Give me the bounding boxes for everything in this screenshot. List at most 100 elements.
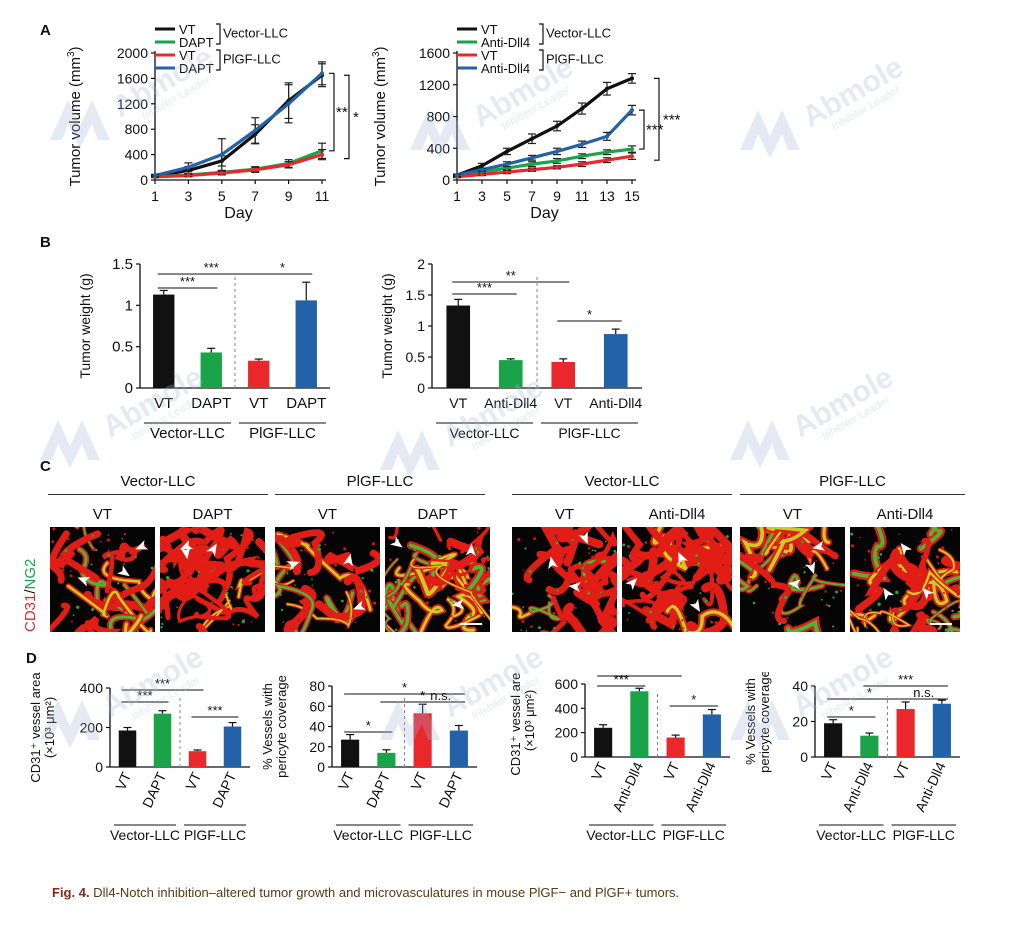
significance-label: ***	[204, 260, 219, 275]
speckle	[587, 546, 591, 550]
panel-c-group-3: Vector-LLC	[584, 473, 660, 490]
speckle	[574, 606, 577, 609]
speckle	[647, 579, 650, 582]
speckle	[856, 584, 859, 587]
speckle	[413, 586, 416, 589]
speckle	[704, 568, 708, 571]
category-label: VT	[249, 395, 268, 412]
arrowhead-icon	[77, 577, 91, 587]
speckle	[476, 531, 479, 534]
tumor-volume-chart-dapt: 0 400 800 1200 1600 2000 1 3 5 7 9 11 Day Tumor volum…	[66, 22, 359, 222]
speckle	[282, 621, 285, 623]
legend-bracket	[539, 23, 544, 45]
speckle	[672, 625, 675, 628]
panel-c-label-6: Anti-Dll4	[648, 506, 706, 523]
category-label: Anti-Dll4	[682, 759, 719, 814]
data-point	[253, 167, 258, 172]
bar-2	[666, 737, 685, 757]
y-axis-label-end: )	[67, 46, 84, 51]
speckle	[945, 607, 948, 610]
speckle	[649, 610, 653, 614]
speckle	[685, 615, 687, 617]
category-label: Anti-Dll4	[589, 395, 642, 411]
pericyte	[385, 558, 398, 632]
speckle	[553, 626, 556, 630]
bar-2	[413, 713, 432, 767]
speckle	[876, 550, 880, 554]
significance-label: **	[506, 268, 516, 283]
category-label: Anti-Dll4	[484, 395, 537, 411]
speckle	[555, 541, 559, 545]
vessel	[223, 527, 254, 590]
speckle	[823, 569, 826, 572]
category-label: Anti-Dll4	[912, 759, 949, 814]
speckle	[285, 568, 288, 572]
pericyte	[512, 605, 534, 619]
y-tick-label: 0	[125, 380, 133, 397]
bar-1	[153, 713, 172, 767]
vessel	[118, 542, 146, 561]
speckle	[850, 544, 855, 548]
speckle	[587, 529, 591, 533]
speckle	[230, 559, 232, 561]
speckle	[230, 586, 233, 589]
significance-label: n.s.	[430, 688, 451, 703]
vessel	[177, 583, 211, 624]
category-label: VT	[182, 769, 204, 792]
vessel	[160, 580, 171, 621]
x-tick-label: 1	[453, 188, 461, 204]
speckle	[181, 600, 185, 604]
category-label: VT	[818, 759, 840, 782]
x-tick-label: 3	[478, 188, 486, 204]
speckle	[879, 553, 883, 556]
significance-label: *	[402, 680, 407, 695]
speckle	[390, 588, 393, 591]
vessel	[388, 527, 443, 542]
speckle	[237, 623, 240, 627]
speckle	[740, 576, 742, 580]
speckle	[448, 572, 451, 575]
micrograph-plgf-dapt	[385, 527, 490, 632]
x-tick-label: 5	[503, 188, 511, 204]
arrowhead-icon	[180, 539, 194, 550]
vessel	[573, 552, 617, 608]
category-label: VT	[154, 395, 173, 412]
data-point	[505, 162, 509, 167]
speckle	[479, 562, 482, 565]
data-point	[480, 167, 484, 172]
speckle	[723, 551, 727, 555]
speckle	[756, 527, 760, 529]
vessel	[74, 615, 122, 632]
speckle	[394, 580, 398, 584]
y-tick-label: 1.5	[406, 287, 426, 303]
speckle	[764, 580, 767, 584]
speckle	[710, 620, 714, 624]
speckle	[389, 618, 392, 620]
significance-label: **	[336, 104, 348, 121]
speckle	[895, 590, 899, 595]
y-tick-label: 1	[417, 318, 425, 334]
speckle	[835, 590, 839, 594]
speckle	[241, 620, 245, 624]
y-tick-label: 40	[792, 678, 808, 694]
vessel	[188, 527, 225, 569]
data-point	[555, 124, 559, 129]
speckle	[300, 549, 303, 552]
speckle	[165, 575, 170, 580]
bar-3	[223, 726, 242, 767]
speckle	[404, 612, 407, 615]
y-tick-label: 1	[125, 297, 133, 314]
speckle	[571, 538, 574, 542]
data-point	[286, 101, 291, 106]
speckle	[477, 527, 481, 530]
speckle	[486, 555, 489, 558]
y-tick-label: 1200	[419, 77, 450, 93]
y-tick-label: 2000	[117, 45, 148, 61]
speckle	[107, 549, 110, 551]
speckle	[201, 543, 204, 547]
legend-group-label: Vector-LLC	[546, 26, 611, 41]
speckle	[361, 577, 364, 580]
speckle	[121, 538, 124, 540]
series-line-2	[456, 154, 633, 179]
